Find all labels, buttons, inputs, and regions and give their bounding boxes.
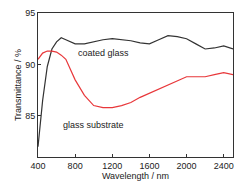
svg-text:Transmittance / %: Transmittance / % <box>13 49 23 121</box>
svg-text:90: 90 <box>25 60 35 70</box>
svg-text:glass substrate: glass substrate <box>63 120 124 130</box>
svg-text:95: 95 <box>25 8 35 18</box>
svg-text:800: 800 <box>68 161 83 171</box>
svg-text:1200: 1200 <box>102 161 122 171</box>
svg-text:Wavelength / nm: Wavelength / nm <box>102 171 169 181</box>
svg-text:2000: 2000 <box>177 161 197 171</box>
svg-text:1600: 1600 <box>139 161 159 171</box>
svg-text:2400: 2400 <box>214 161 234 171</box>
svg-text:coated glass: coated glass <box>78 48 129 58</box>
svg-text:400: 400 <box>30 161 45 171</box>
svg-text:85: 85 <box>25 111 35 121</box>
